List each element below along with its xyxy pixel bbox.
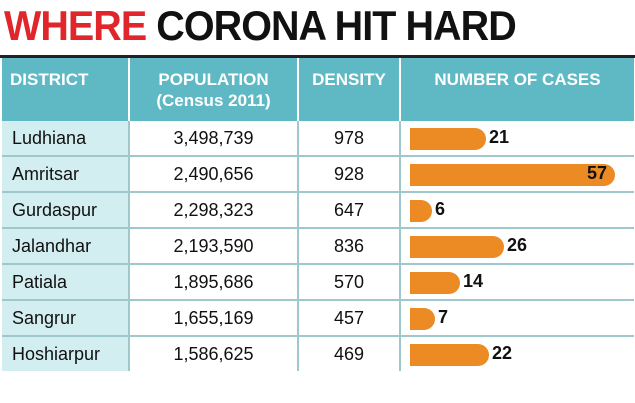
cases-cell: 7 (400, 299, 634, 336)
district-cell: Hoshiarpur (2, 335, 130, 371)
cases-bar (410, 236, 504, 258)
cases-bar (410, 344, 489, 366)
header-district: DISTRICT (2, 58, 130, 121)
population-cell: 3,498,739 (129, 121, 299, 156)
table-row: Amritsar 2,490,656 928 57 (2, 155, 634, 192)
district-cell: Jalandhar (2, 227, 130, 264)
density-cell: 570 (298, 263, 401, 300)
density-cell: 457 (298, 299, 401, 336)
table-row: Hoshiarpur 1,586,625 469 22 (2, 335, 634, 371)
district-cell: Sangrur (2, 299, 130, 336)
population-cell: 2,193,590 (129, 227, 299, 264)
population-cell: 1,655,169 (129, 299, 299, 336)
cases-value-label: 21 (489, 127, 510, 147)
cases-table: DISTRICT POPULATION (Census 2011) DENSITY… (2, 58, 634, 371)
header-population-label: POPULATION (158, 70, 269, 89)
density-cell: 928 (298, 155, 401, 192)
cases-bar (410, 272, 460, 294)
density-cell: 978 (298, 121, 401, 156)
density-cell: 647 (298, 191, 401, 228)
chart-title: WHERE CORONA HIT HARD (4, 0, 517, 52)
cases-bar (410, 128, 486, 150)
cases-value-label: 57 (587, 163, 608, 183)
district-cell: Patiala (2, 263, 130, 300)
district-cell: Ludhiana (2, 121, 130, 156)
cases-bar (410, 164, 615, 186)
population-cell: 1,895,686 (129, 263, 299, 300)
table-row: Sangrur 1,655,169 457 7 (2, 299, 634, 336)
title-highlight: WHERE (4, 2, 147, 49)
cases-value-label: 14 (463, 271, 484, 291)
population-cell: 2,490,656 (129, 155, 299, 192)
header-cases: NUMBER OF CASES (400, 58, 634, 121)
header-row: DISTRICT POPULATION (Census 2011) DENSITY… (2, 58, 634, 121)
table-row: Gurdaspur 2,298,323 647 6 (2, 191, 634, 228)
cases-cell: 14 (400, 263, 634, 300)
cases-value-label: 6 (435, 199, 446, 219)
table-row: Patiala 1,895,686 570 14 (2, 263, 634, 300)
header-density: DENSITY (298, 58, 401, 121)
population-cell: 1,586,625 (129, 335, 299, 371)
cases-value-label: 22 (492, 343, 513, 363)
title-rest: CORONA HIT HARD (156, 2, 516, 49)
density-cell: 469 (298, 335, 401, 371)
cases-cell: 21 (400, 121, 634, 156)
cases-cell: 26 (400, 227, 634, 264)
cases-value-label: 26 (507, 235, 528, 255)
cases-cell: 6 (400, 191, 634, 228)
header-population: POPULATION (Census 2011) (129, 58, 299, 121)
cases-cell: 22 (400, 335, 634, 371)
title-rule (0, 55, 635, 58)
table-row: Jalandhar 2,193,590 836 26 (2, 227, 634, 264)
cases-bar (410, 308, 435, 330)
district-cell: Gurdaspur (2, 191, 130, 228)
cases-value-label: 7 (438, 307, 449, 327)
population-cell: 2,298,323 (129, 191, 299, 228)
cases-bar (410, 200, 432, 222)
cases-cell: 57 (400, 155, 634, 192)
density-cell: 836 (298, 227, 401, 264)
table-row: Ludhiana 3,498,739 978 21 (2, 121, 634, 156)
table-body: Ludhiana 3,498,739 978 21 Amritsar 2,490,656 9… (2, 121, 634, 371)
header-population-sublabel: (Census 2011) (156, 91, 271, 110)
district-cell: Amritsar (2, 155, 130, 192)
